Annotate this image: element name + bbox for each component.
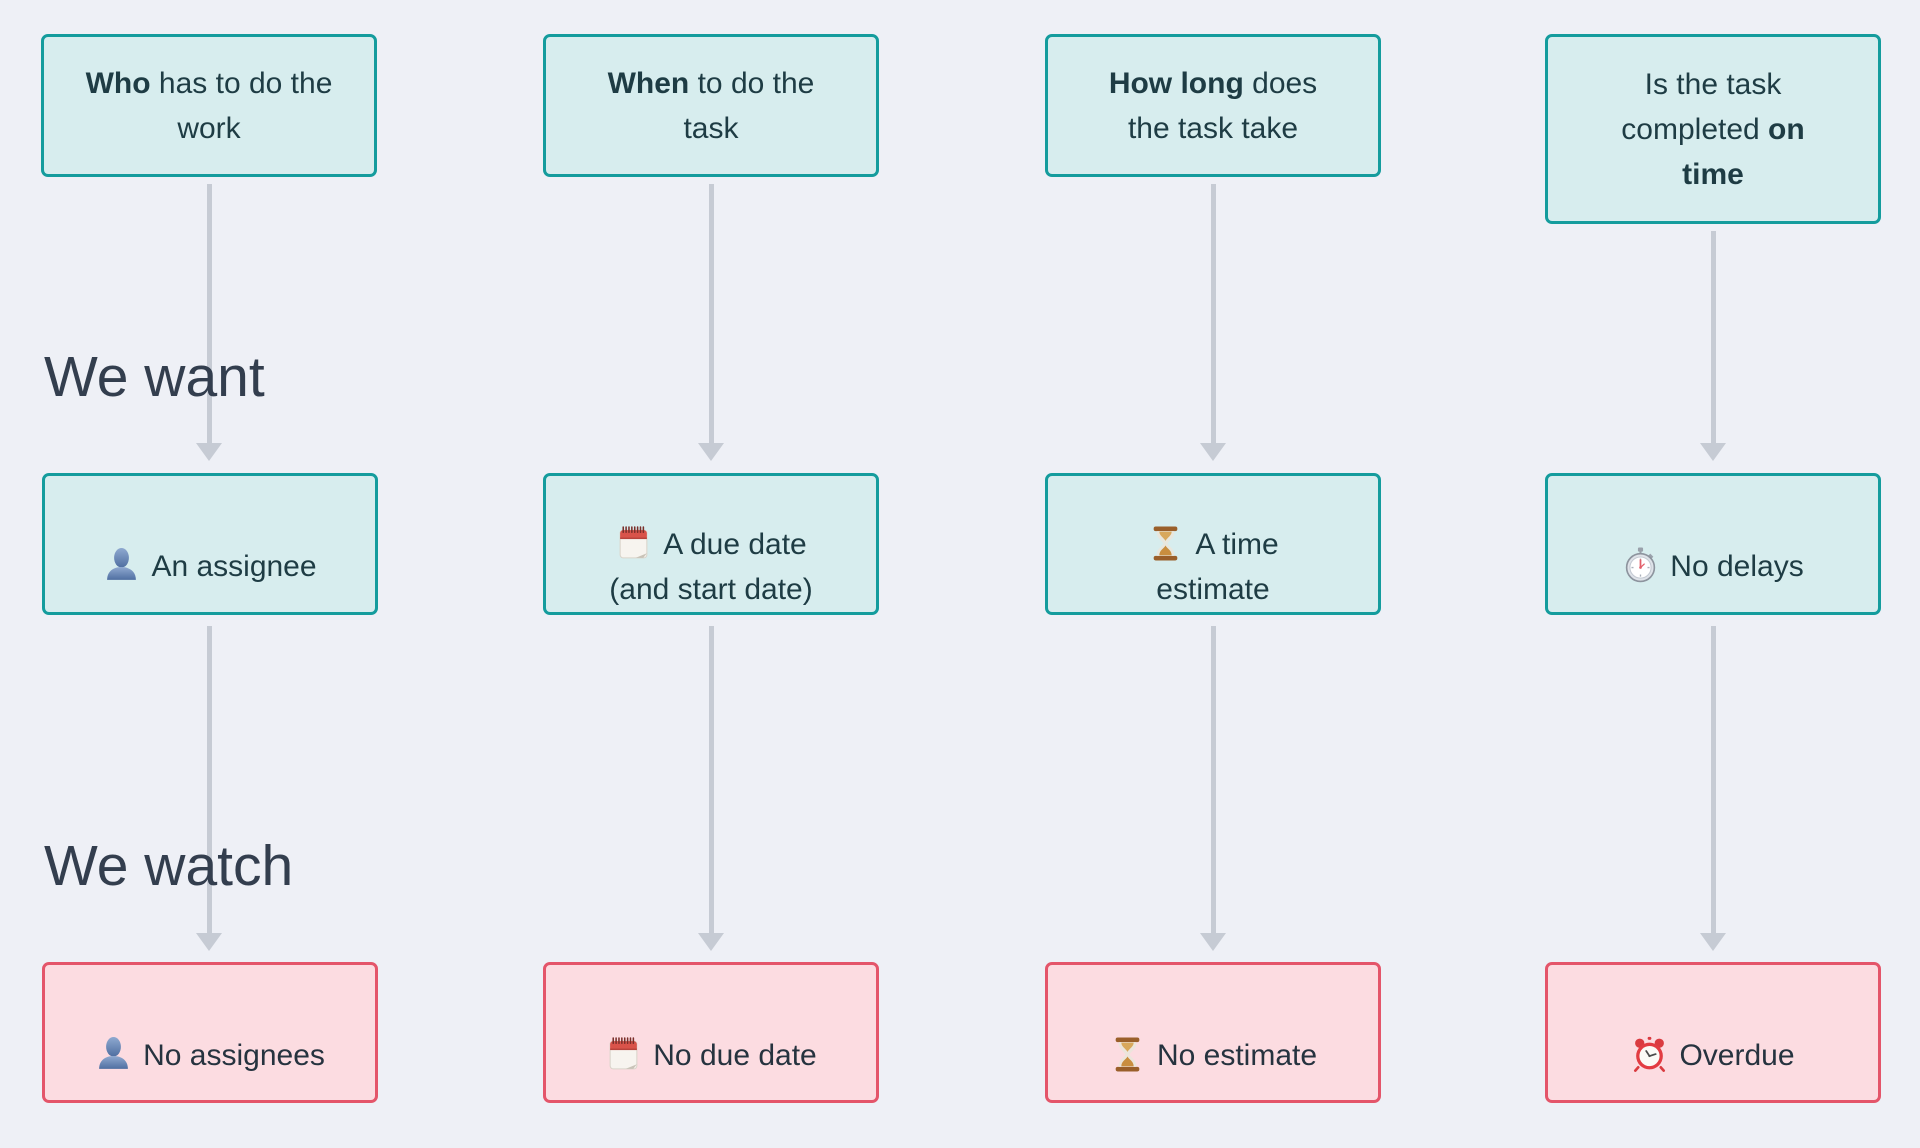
watch-label-no-due-date: No due date [653,1038,817,1072]
stopwatch-icon [1622,547,1659,584]
hourglass-icon [1109,1036,1146,1073]
want-box-due-date: A due date (and start date) [543,473,879,615]
want-box-assignee: An assignee [42,473,378,615]
question-box-who: Who has to do the work [41,34,377,177]
question-box-when: When to do the task [543,34,879,177]
question-text-who: Who has to do the work [85,66,333,145]
person-icon [95,1036,132,1073]
watch-label-no-assignees: No assignees [143,1038,325,1072]
notepad-icon [605,1036,642,1073]
watch-box-no-due-date: No due date [543,962,879,1103]
question-box-on-time: Is the task completed on time [1545,34,1881,224]
want-box-no-delays: No delays [1545,473,1881,615]
want-box-time-estimate: A time estimate [1045,473,1381,615]
question-text-how-long: How long does the task take [1108,66,1318,145]
person-icon [103,547,140,584]
question-text-when: When to do the task [607,66,815,145]
question-text-on-time: Is the task completed on time [1621,67,1805,191]
hourglass-icon [1147,525,1184,562]
alarm-clock-icon [1631,1036,1668,1073]
want-label-time-estimate: A time estimate [1156,527,1279,606]
watch-label-no-estimate: No estimate [1156,1038,1318,1072]
want-label-due-date: A due date (and start date) [609,527,813,606]
watch-box-no-assignees: No assignees [42,962,378,1103]
section-label-we-watch: We watch [44,834,294,898]
notepad-icon [615,525,652,562]
watch-label-overdue: Overdue [1679,1038,1795,1072]
question-box-how-long: How long does the task take [1045,34,1381,177]
watch-box-no-estimate: No estimate [1045,962,1381,1103]
want-label-assignee: An assignee [151,550,317,583]
section-label-we-want: We want [44,345,265,409]
watch-box-overdue: Overdue [1545,962,1881,1103]
want-label-no-delays: No delays [1670,550,1804,583]
